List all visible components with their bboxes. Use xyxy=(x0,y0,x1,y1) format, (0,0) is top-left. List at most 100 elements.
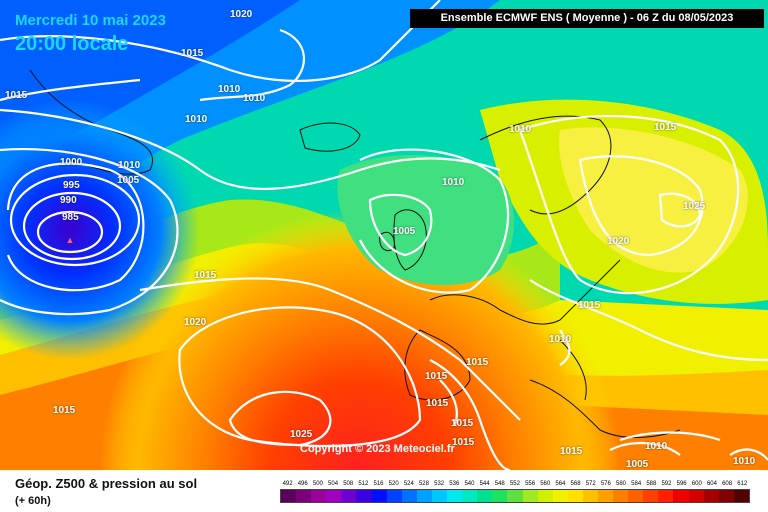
legend-value: 600 xyxy=(691,481,702,487)
legend-swatch xyxy=(733,490,749,502)
legend-value: 580 xyxy=(616,481,627,487)
mediterranean-coast xyxy=(529,379,681,438)
legend-swatch xyxy=(281,490,297,502)
forecast-date: Mercredi 10 mai 2023 xyxy=(15,12,166,29)
isobar-1005-med xyxy=(609,441,681,456)
isobar-1015-sicily xyxy=(439,379,458,426)
isobar-995 xyxy=(9,173,141,267)
legend-swatch xyxy=(628,490,644,502)
isobar-label: 1015 xyxy=(451,418,474,429)
legend-value: 584 xyxy=(631,481,642,487)
isobar-label: 1015 xyxy=(654,122,677,133)
legend-value: 528 xyxy=(418,481,429,487)
iceland-coast xyxy=(299,122,361,152)
legend-value: 520 xyxy=(388,481,399,487)
legend-value: 564 xyxy=(555,481,566,487)
isobar-1010-greenland xyxy=(199,28,305,102)
isobar-label: 1015 xyxy=(578,300,601,311)
isobar-label: 1015 xyxy=(560,446,583,457)
legend-value: 508 xyxy=(343,481,354,487)
isobar-label: 1015 xyxy=(452,437,475,448)
isobar-label: 1010 xyxy=(442,177,465,188)
legend-color-bar xyxy=(280,489,750,503)
legend-swatch xyxy=(718,490,734,502)
isobar-label: 1015 xyxy=(53,405,76,416)
continent-coast xyxy=(429,259,621,325)
legend-swatch xyxy=(492,490,508,502)
legend-value: 540 xyxy=(464,481,475,487)
legend-swatch xyxy=(582,490,598,502)
isobar-1000 xyxy=(6,162,145,292)
legend-swatch xyxy=(462,490,478,502)
legend-value: 608 xyxy=(722,481,733,487)
legend-value: 552 xyxy=(509,481,520,487)
isobar-1025-scandinavia xyxy=(658,192,702,228)
legend-swatch xyxy=(643,490,659,502)
isobar-985 xyxy=(36,210,104,254)
isobar-1020-scandinavia xyxy=(578,155,704,257)
legend-swatch xyxy=(688,490,704,502)
isobar-label: 995 xyxy=(63,180,80,191)
legend-value: 592 xyxy=(661,481,672,487)
legend-value: 516 xyxy=(373,481,384,487)
legend-swatch xyxy=(552,490,568,502)
isobar-label: 1010 xyxy=(549,334,572,345)
isobar-label: 1015 xyxy=(425,371,448,382)
isobar-1025-azores xyxy=(228,390,332,447)
legend-value: 532 xyxy=(434,481,445,487)
legend-swatch xyxy=(658,490,674,502)
legend-labels: 492 496 500 504 508 512 516 520 524 528 532 536 540 5… xyxy=(280,479,750,489)
isobar-label: 1015 xyxy=(426,398,449,409)
isobar-1005-uk xyxy=(368,193,433,257)
legend-value: 512 xyxy=(358,481,369,487)
coastlines xyxy=(29,69,681,438)
isobar-label: 985 xyxy=(62,212,79,223)
legend-value: 504 xyxy=(328,481,339,487)
isobar-label: 1010 xyxy=(185,114,208,125)
legend-swatch xyxy=(673,490,689,502)
legend-swatch xyxy=(703,490,719,502)
isobar-label: 1020 xyxy=(230,9,253,20)
forecast-time: 20:00 locale xyxy=(15,33,129,55)
britain-coast xyxy=(393,209,427,271)
atlantic-low-field xyxy=(0,0,768,470)
copyright-notice: Copyright © 2023 Meteociel.fr xyxy=(300,443,455,455)
legend-value: 548 xyxy=(494,481,505,487)
isobar-1015-iberia xyxy=(429,359,511,470)
isobar-label: 1005 xyxy=(117,175,140,186)
model-run-banner: Ensemble ECMWF ENS ( Moyenne ) - 06 Z du… xyxy=(410,9,764,28)
legend-swatch xyxy=(613,490,629,502)
isobar-label: 1020 xyxy=(607,236,630,247)
legend-value: 612 xyxy=(737,481,748,487)
isobar-label: 1005 xyxy=(626,459,649,470)
isobar-label: 1010 xyxy=(509,124,532,135)
product-title: Géop. Z500 & pression au sol xyxy=(15,476,198,491)
isobar-label: 1000 xyxy=(60,157,83,168)
legend-swatch xyxy=(522,490,538,502)
color-legend: 492 496 500 504 508 512 516 520 524 528 532 536 540 5… xyxy=(280,479,750,503)
legend-value: 588 xyxy=(646,481,657,487)
isobar-1015-east xyxy=(529,279,768,362)
isobar-1015-atlantic xyxy=(139,277,521,421)
isobar-1010-alps xyxy=(559,329,571,366)
isobar-lines xyxy=(0,0,768,470)
isobar-label: 1010 xyxy=(733,456,756,467)
legend-swatch xyxy=(537,490,553,502)
legend-swatch xyxy=(447,490,463,502)
legend-swatch xyxy=(341,490,357,502)
weather-map: ▲ 1020 1015 1015 1010 1010 1010 1010 101… xyxy=(0,0,768,470)
legend-swatch xyxy=(296,490,312,502)
legend-value: 596 xyxy=(676,481,687,487)
iberia-coast xyxy=(404,329,471,401)
isobar-1015-scandinavia xyxy=(518,114,740,295)
map-footer: Géop. Z500 & pression au sol (+ 60h) 492… xyxy=(0,470,768,512)
isobar-label: 1010 xyxy=(118,160,141,171)
legend-value: 556 xyxy=(525,481,536,487)
isobar-label: 990 xyxy=(60,195,77,206)
isobar-1010-west xyxy=(0,108,501,190)
legend-swatch xyxy=(371,490,387,502)
legend-value: 536 xyxy=(449,481,460,487)
map-canvas: ▲ xyxy=(0,0,768,470)
legend-value: 500 xyxy=(312,481,323,487)
legend-swatch xyxy=(416,490,432,502)
